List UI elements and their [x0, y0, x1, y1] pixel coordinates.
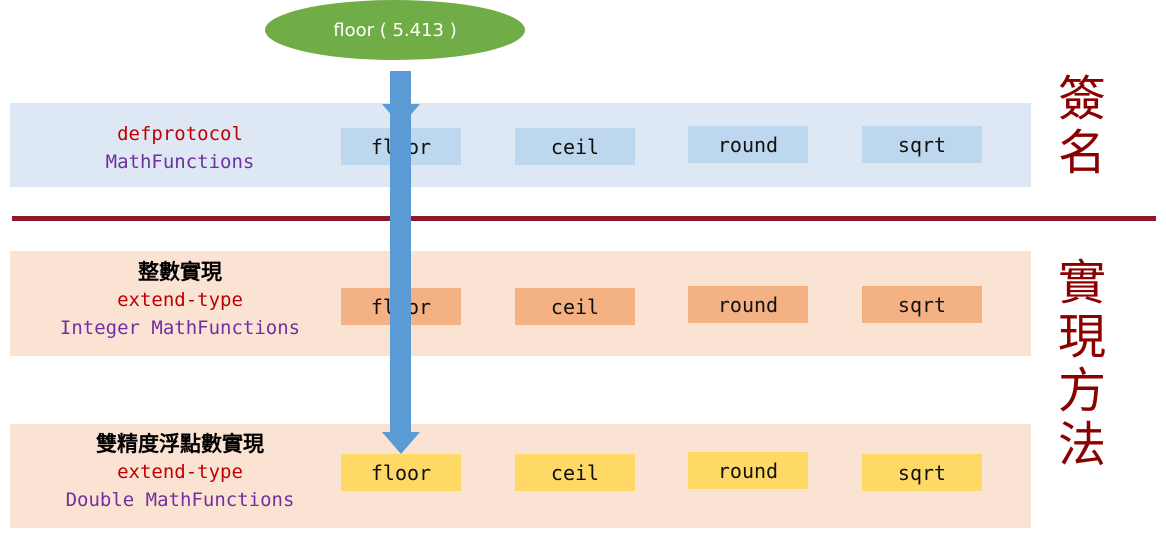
signature-keyword: defprotocol [117, 123, 243, 145]
signature-sqrt-label: sqrt [897, 132, 947, 157]
signature-round-box: round [688, 126, 808, 163]
double-floor-box: floor [341, 454, 461, 491]
double-round-box: round [688, 452, 808, 489]
signature-label: defprotocol MathFunctions [20, 120, 340, 176]
signature-side-char: 簽 [1057, 71, 1106, 127]
implementation-side-char: 現 [1057, 309, 1106, 365]
double-impl-keyword: extend-type [117, 461, 243, 483]
double-ceil-box: ceil [515, 454, 635, 491]
integer-ceil-label: ceil [550, 294, 600, 319]
implementation-side-char: 法 [1057, 417, 1106, 473]
implementation-side-char: 方 [1057, 363, 1106, 419]
call-ellipse: floor ( 5.413 ) [265, 0, 525, 60]
signature-name: MathFunctions [105, 151, 255, 173]
implementation-side-char: 實 [1057, 255, 1106, 311]
integer-impl-title: 整數實現 [138, 260, 222, 284]
integer-ceil-box: ceil [515, 288, 635, 325]
double-sqrt-label: sqrt [897, 460, 947, 485]
signature-sqrt-box: sqrt [862, 126, 982, 163]
double-floor-label: floor [370, 460, 432, 485]
integer-sqrt-label: sqrt [897, 292, 947, 317]
dispatch-arrow-shaft [390, 71, 411, 436]
signature-ceil-label: ceil [550, 134, 600, 159]
double-impl-title: 雙精度浮點數實現 [96, 432, 264, 456]
signature-side-char: 名 [1057, 125, 1106, 181]
signature-ceil-box: ceil [515, 128, 635, 165]
double-impl-name: Double MathFunctions [65, 489, 295, 511]
integer-impl-name: Integer MathFunctions [59, 317, 301, 339]
double-round-label: round [717, 458, 779, 483]
implementation-side-label: 實 現 方 法 [1052, 256, 1112, 472]
integer-round-box: round [688, 286, 808, 323]
call-label: floor ( 5.413 ) [333, 19, 457, 41]
double-sqrt-box: sqrt [862, 454, 982, 491]
divider-line [12, 216, 1156, 221]
signature-round-label: round [717, 132, 779, 157]
dispatch-arrow-head-double [382, 432, 420, 454]
integer-round-label: round [717, 292, 779, 317]
double-impl-label: 雙精度浮點數實現 extend-type Double MathFunction… [20, 430, 340, 514]
integer-sqrt-box: sqrt [862, 286, 982, 323]
integer-impl-keyword: extend-type [117, 289, 243, 311]
double-ceil-label: ceil [550, 460, 600, 485]
signature-side-label: 簽 名 [1052, 72, 1112, 180]
integer-impl-label: 整數實現 extend-type Integer MathFunctions [20, 258, 340, 342]
dispatch-arrow-head-signature [382, 104, 420, 126]
